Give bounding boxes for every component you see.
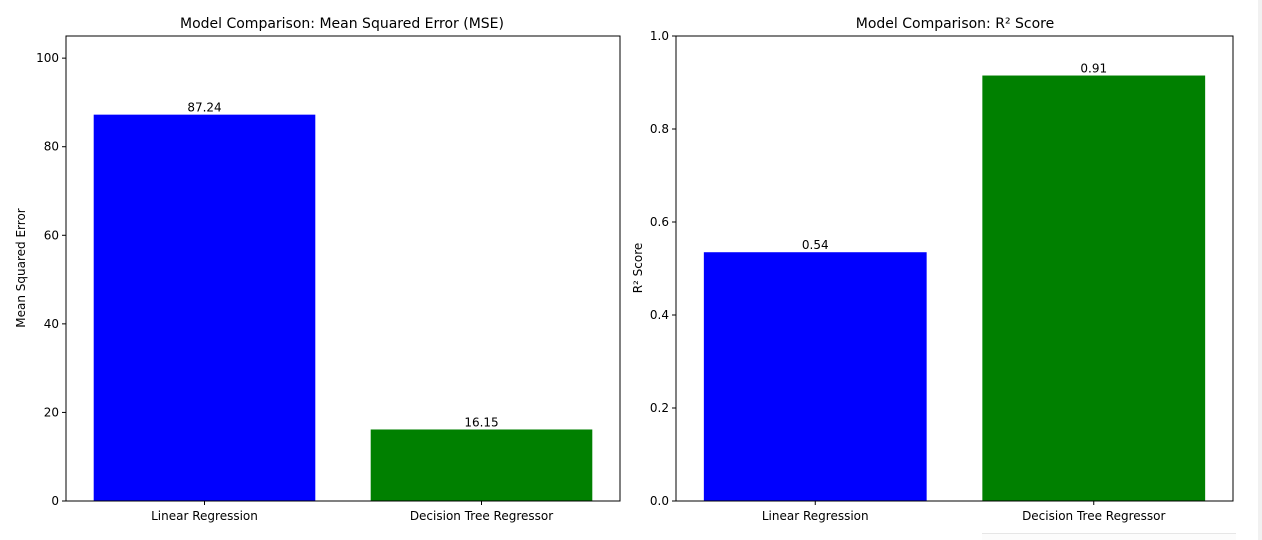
r2-bar-value-label-1: 0.91 [1080, 62, 1107, 76]
r2-plot-area: 0.54 Linear Regression 0.91 Decision Tree R… [650, 29, 1234, 523]
r2-bar-1 [982, 75, 1206, 502]
r2-x-tick-label-0: Linear Regression [762, 509, 869, 523]
vertical-scrollbar[interactable] [1258, 0, 1262, 540]
mse-axes-frame [65, 35, 621, 502]
r2-y-tick-label-3: 0.6 [650, 215, 669, 229]
mse-y-tick-label-0: 0 [51, 494, 59, 508]
mse-plot-area: 87.24 Linear Regression 16.15 Decision Tree… [36, 35, 621, 523]
mse-bar-value-label-0: 87.24 [187, 101, 221, 115]
mse-y-tick-label-3: 60 [44, 228, 59, 242]
mse-y-axis-title: Mean Squared Error [14, 208, 28, 328]
mse-bar-value-label-1: 16.15 [464, 415, 498, 429]
r2-chart: Model Comparison: R² Score R² Score 0.54… [631, 16, 1234, 523]
mse-chart: Model Comparison: Mean Squared Error (MS… [14, 16, 621, 523]
r2-axes-frame [675, 35, 1234, 502]
output-toolbar [982, 533, 1236, 540]
mse-y-tick-label-1: 20 [44, 405, 59, 419]
mse-x-tick-label-1: Decision Tree Regressor [410, 509, 553, 523]
r2-x-tick-label-1: Decision Tree Regressor [1022, 509, 1165, 523]
r2-bar-0 [703, 252, 927, 501]
mse-bar-1 [370, 429, 593, 501]
r2-y-tick-label-1: 0.2 [650, 401, 669, 415]
mse-bar-0 [93, 114, 316, 501]
mse-y-tick-label-5: 100 [36, 51, 59, 65]
r2-y-tick-label-0: 0.0 [650, 494, 669, 508]
mse-chart-title: Model Comparison: Mean Squared Error (MS… [180, 16, 504, 32]
mse-y-tick-label-4: 80 [44, 140, 59, 154]
mse-y-tick-label-2: 40 [44, 317, 59, 331]
r2-y-tick-label-4: 0.8 [650, 122, 669, 136]
r2-bar-value-label-0: 0.54 [802, 238, 829, 252]
r2-y-tick-label-2: 0.4 [650, 308, 669, 322]
r2-y-tick-label-5: 1.0 [650, 29, 669, 43]
r2-y-axis-title: R² Score [631, 243, 645, 294]
r2-chart-title: Model Comparison: R² Score [856, 16, 1054, 32]
mse-x-tick-label-0: Linear Regression [151, 509, 258, 523]
